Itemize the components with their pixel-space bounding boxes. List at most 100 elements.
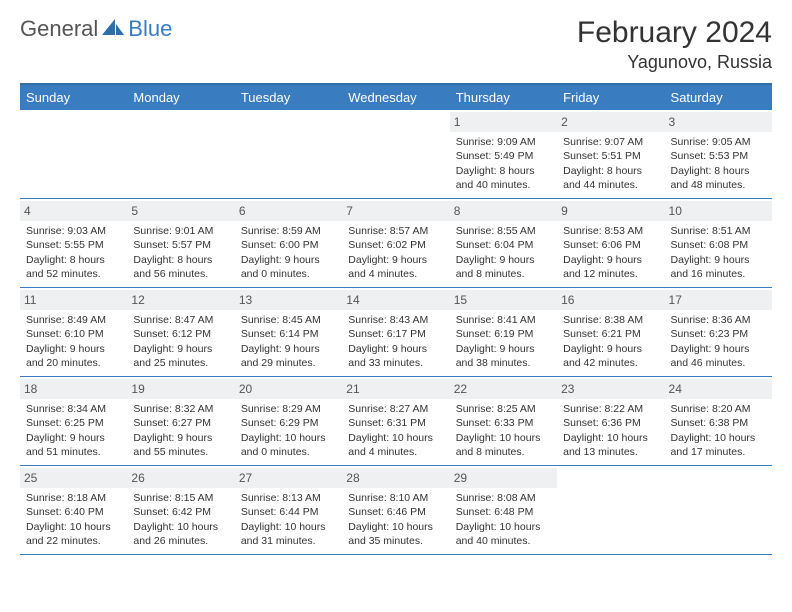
daylight-text: Daylight: 10 hours and 17 minutes.: [671, 431, 766, 459]
day-cell: 21Sunrise: 8:27 AMSunset: 6:31 PMDayligh…: [342, 377, 449, 465]
day-number: 3: [665, 112, 772, 132]
sunrise-text: Sunrise: 8:13 AM: [241, 491, 336, 505]
day-cell: 15 Sunrise: 8:41 AMSunset: 6:19 PMDayligh…: [450, 288, 557, 376]
sunset-text: Sunset: 5:49 PM: [456, 149, 551, 163]
day-cell: 12Sunrise: 8:47 AMSunset: 6:12 PMDayligh…: [127, 288, 234, 376]
day-number: 12: [127, 290, 234, 310]
daylight-text: Daylight: 9 hours and 20 minutes.: [26, 342, 121, 370]
day-number: 19: [127, 379, 234, 399]
day-body: Sunrise: 9:07 AMSunset: 5:51 PMDaylight:…: [561, 135, 660, 192]
sunset-text: Sunset: 6:04 PM: [456, 238, 551, 252]
daylight-text: Daylight: 9 hours and 8 minutes.: [456, 253, 551, 281]
sunrise-text: Sunrise: 9:09 AM: [456, 135, 551, 149]
sunset-text: Sunset: 6:02 PM: [348, 238, 443, 252]
sunrise-text: Sunrise: 8:51 AM: [671, 224, 766, 238]
day-number: 24: [665, 379, 772, 399]
daylight-text: Daylight: 9 hours and 12 minutes.: [563, 253, 658, 281]
day-number: 23: [557, 379, 664, 399]
brand-part1: General: [20, 16, 98, 42]
sunset-text: Sunset: 6:44 PM: [241, 505, 336, 519]
day-cell: [665, 466, 772, 554]
sunrise-text: Sunrise: 8:41 AM: [456, 313, 551, 327]
daylight-text: Daylight: 10 hours and 35 minutes.: [348, 520, 443, 548]
day-number: 7: [342, 201, 449, 221]
day-body: Sunrise: 8:22 AMSunset: 6:36 PMDaylight:…: [561, 402, 660, 459]
sunrise-text: Sunrise: 9:03 AM: [26, 224, 121, 238]
day-cell: [20, 110, 127, 198]
day-number: 29: [450, 468, 557, 488]
sunrise-text: Sunrise: 8:49 AM: [26, 313, 121, 327]
day-body: Sunrise: 9:03 AMSunset: 5:55 PMDaylight:…: [24, 224, 123, 281]
day-cell: 4Sunrise: 9:03 AMSunset: 5:55 PMDaylight…: [20, 199, 127, 287]
calendar-page: General Blue February 2024 Yagunovo, Rus…: [0, 0, 792, 612]
sunset-text: Sunset: 6:06 PM: [563, 238, 658, 252]
daylight-text: Daylight: 8 hours and 40 minutes.: [456, 164, 551, 192]
day-number: 28: [342, 468, 449, 488]
day-cell: 20Sunrise: 8:29 AMSunset: 6:29 PMDayligh…: [235, 377, 342, 465]
sunrise-text: Sunrise: 8:15 AM: [133, 491, 228, 505]
daylight-text: Daylight: 10 hours and 13 minutes.: [563, 431, 658, 459]
day-cell: 8 Sunrise: 8:55 AMSunset: 6:04 PMDaylight…: [450, 199, 557, 287]
day-cell: 27 Sunrise: 8:13 AMSunset: 6:44 PMDayligh…: [235, 466, 342, 554]
sunset-text: Sunset: 5:53 PM: [671, 149, 766, 163]
day-cell: 2 Sunrise: 9:07 AMSunset: 5:51 PMDaylight…: [557, 110, 664, 198]
sunrise-text: Sunrise: 8:29 AM: [241, 402, 336, 416]
brand-logo: General Blue: [20, 16, 172, 42]
daylight-text: Daylight: 9 hours and 46 minutes.: [671, 342, 766, 370]
daylight-text: Daylight: 8 hours and 48 minutes.: [671, 164, 766, 192]
sunset-text: Sunset: 6:14 PM: [241, 327, 336, 341]
day-number: 1: [450, 112, 557, 132]
day-body: Sunrise: 8:55 AMSunset: 6:04 PMDaylight:…: [454, 224, 553, 281]
month-title: February 2024: [577, 16, 772, 50]
sunset-text: Sunset: 6:40 PM: [26, 505, 121, 519]
day-body: Sunrise: 8:32 AMSunset: 6:27 PMDaylight:…: [131, 402, 230, 459]
daylight-text: Daylight: 10 hours and 4 minutes.: [348, 431, 443, 459]
day-cell: 1 Sunrise: 9:09 AMSunset: 5:49 PMDaylight…: [450, 110, 557, 198]
day-body: Sunrise: 8:41 AMSunset: 6:19 PMDaylight:…: [454, 313, 553, 370]
day-cell: 14Sunrise: 8:43 AMSunset: 6:17 PMDayligh…: [342, 288, 449, 376]
day-number: 10: [665, 201, 772, 221]
sunset-text: Sunset: 6:25 PM: [26, 416, 121, 430]
weekday-thu: Thursday: [450, 85, 557, 110]
weekday-sat: Saturday: [665, 85, 772, 110]
sunrise-text: Sunrise: 8:08 AM: [456, 491, 551, 505]
day-body: Sunrise: 8:10 AMSunset: 6:46 PMDaylight:…: [346, 491, 445, 548]
sunrise-text: Sunrise: 9:07 AM: [563, 135, 658, 149]
daylight-text: Daylight: 9 hours and 42 minutes.: [563, 342, 658, 370]
day-body: Sunrise: 8:51 AMSunset: 6:08 PMDaylight:…: [669, 224, 768, 281]
day-cell: 11Sunrise: 8:49 AMSunset: 6:10 PMDayligh…: [20, 288, 127, 376]
day-number: 27: [235, 468, 342, 488]
sunrise-text: Sunrise: 9:05 AM: [671, 135, 766, 149]
daylight-text: Daylight: 9 hours and 4 minutes.: [348, 253, 443, 281]
day-cell: 19 Sunrise: 8:32 AMSunset: 6:27 PMDayligh…: [127, 377, 234, 465]
day-body: Sunrise: 9:05 AMSunset: 5:53 PMDaylight:…: [669, 135, 768, 192]
weeks-container: 1Sunrise: 9:09 AMSunset: 5:49 PMDaylight…: [20, 110, 772, 555]
day-number: 2: [557, 112, 664, 132]
daylight-text: Daylight: 9 hours and 33 minutes.: [348, 342, 443, 370]
day-body: Sunrise: 8:36 AMSunset: 6:23 PMDaylight:…: [669, 313, 768, 370]
day-number: 9: [557, 201, 664, 221]
sunset-text: Sunset: 6:19 PM: [456, 327, 551, 341]
sunrise-text: Sunrise: 8:47 AM: [133, 313, 228, 327]
sunset-text: Sunset: 6:38 PM: [671, 416, 766, 430]
day-cell: 22Sunrise: 8:25 AMSunset: 6:33 PMDayligh…: [450, 377, 557, 465]
day-number: 5: [127, 201, 234, 221]
daylight-text: Daylight: 8 hours and 56 minutes.: [133, 253, 228, 281]
daylight-text: Daylight: 9 hours and 25 minutes.: [133, 342, 228, 370]
location: Yagunovo, Russia: [577, 52, 772, 73]
daylight-text: Daylight: 8 hours and 44 minutes.: [563, 164, 658, 192]
daylight-text: Daylight: 9 hours and 55 minutes.: [133, 431, 228, 459]
day-body: Sunrise: 8:13 AMSunset: 6:44 PMDaylight:…: [239, 491, 338, 548]
sunset-text: Sunset: 6:31 PM: [348, 416, 443, 430]
header: General Blue February 2024 Yagunovo, Rus…: [20, 16, 772, 73]
sunset-text: Sunset: 6:46 PM: [348, 505, 443, 519]
sunrise-text: Sunrise: 8:36 AM: [671, 313, 766, 327]
day-number: 8: [450, 201, 557, 221]
week-row: 4Sunrise: 9:03 AMSunset: 5:55 PMDaylight…: [20, 199, 772, 288]
sunset-text: Sunset: 6:36 PM: [563, 416, 658, 430]
daylight-text: Daylight: 9 hours and 16 minutes.: [671, 253, 766, 281]
title-block: February 2024 Yagunovo, Russia: [577, 16, 772, 73]
day-cell: 13Sunrise: 8:45 AMSunset: 6:14 PMDayligh…: [235, 288, 342, 376]
weekday-row: Sunday Monday Tuesday Wednesday Thursday…: [20, 85, 772, 110]
day-number: 15: [450, 290, 557, 310]
